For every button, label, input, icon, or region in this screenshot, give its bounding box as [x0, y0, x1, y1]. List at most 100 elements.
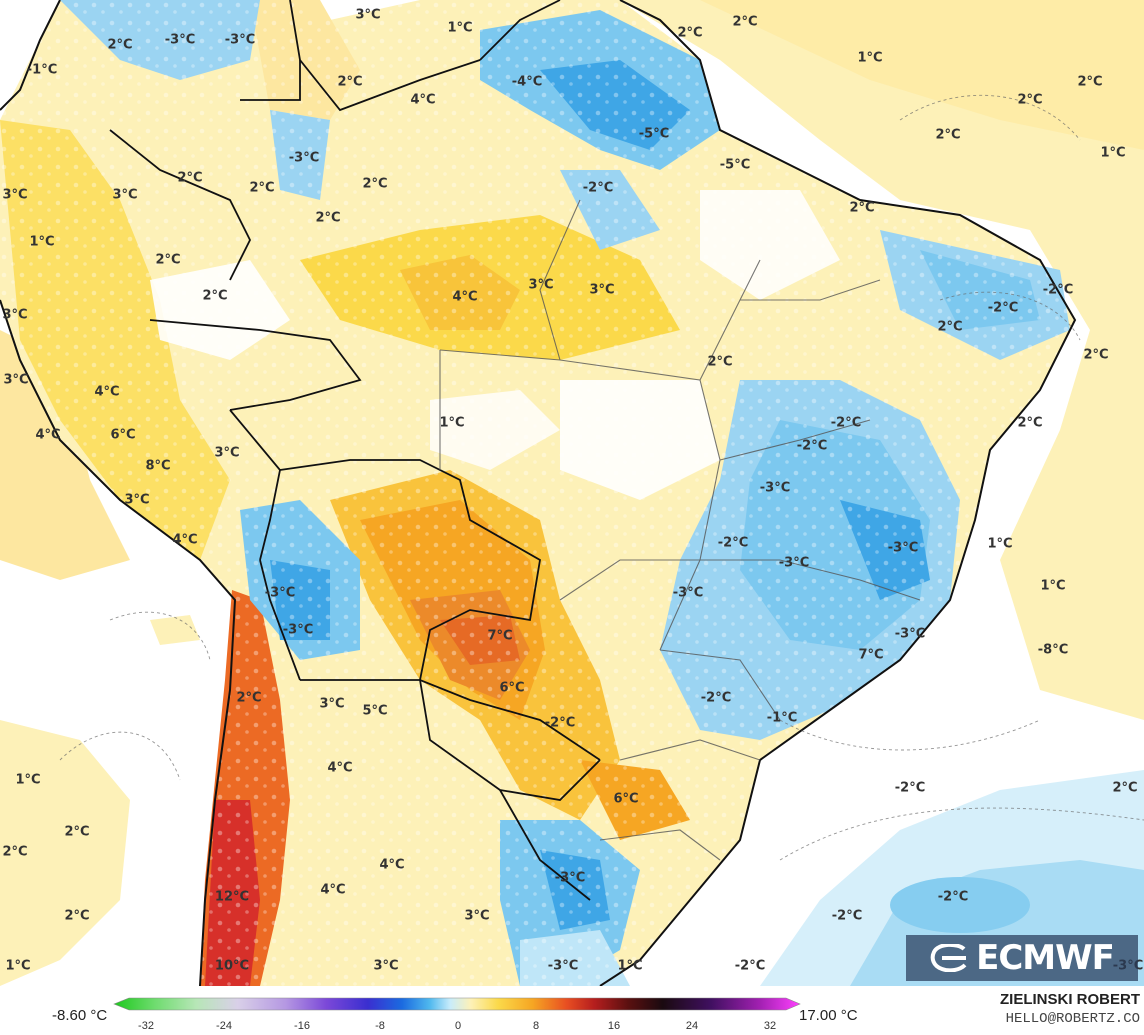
contour-label: -2°C: [894, 780, 926, 796]
contour-label: 1°C: [987, 536, 1013, 552]
contour-label: -1°C: [766, 710, 798, 726]
contour-label: 4°C: [35, 427, 61, 443]
contour-label: 1°C: [1100, 145, 1126, 161]
contour-label: 2°C: [236, 690, 262, 706]
contour-label: -3°C: [164, 32, 196, 48]
contour-label: -3°C: [672, 585, 704, 601]
contour-label: -2°C: [1042, 282, 1074, 298]
contour-label: 4°C: [172, 532, 198, 548]
contour-label: -3°C: [887, 540, 919, 556]
contour-label: -8°C: [1037, 642, 1069, 658]
contour-label: 4°C: [452, 289, 478, 305]
contour-label: 6°C: [499, 680, 525, 696]
legend-tick-label: -8: [375, 1020, 385, 1032]
legend-tick-label: -32: [138, 1020, 154, 1032]
contour-label: 2°C: [1017, 92, 1043, 108]
contour-label: 2°C: [1083, 347, 1109, 363]
contour-label: 2°C: [177, 170, 203, 186]
contour-label: -3°C: [554, 870, 586, 886]
contour-label: -3°C: [894, 626, 926, 642]
contour-label: 12°C: [214, 889, 250, 905]
contour-label: 3°C: [464, 908, 490, 924]
contour-label: 2°C: [937, 319, 963, 335]
contour-label: 1°C: [5, 958, 31, 974]
contour-label: -2°C: [700, 690, 732, 706]
contour-label: 1°C: [447, 20, 473, 36]
contour-label: 10°C: [214, 958, 250, 974]
legend-max-label: 17.00 °C: [799, 1007, 858, 1024]
contour-label: 1°C: [617, 958, 643, 974]
contour-label: 2°C: [707, 354, 733, 370]
legend-tick-label: 0: [454, 1020, 462, 1032]
contour-label: 2°C: [1112, 780, 1138, 796]
contour-label: 1°C: [857, 50, 883, 66]
contour-label: -4°C: [511, 74, 543, 90]
contour-label: -2°C: [582, 180, 614, 196]
contour-label: 3°C: [589, 282, 615, 298]
legend: [0, 986, 1144, 1035]
contour-label: 2°C: [107, 37, 133, 53]
contour-label: 7°C: [487, 628, 513, 644]
contour-label: -3°C: [759, 480, 791, 496]
contour-label: -2°C: [987, 300, 1019, 316]
contour-label: -5°C: [638, 126, 670, 142]
contour-label: -2°C: [831, 908, 863, 924]
contour-label: 5°C: [362, 703, 388, 719]
contour-label: 3°C: [319, 696, 345, 712]
contour-label: 2°C: [362, 176, 388, 192]
contour-label: 2°C: [249, 180, 275, 196]
contour-label: -3°C: [264, 585, 296, 601]
contour-label: -3°C: [288, 150, 320, 166]
contour-label: 7°C: [858, 647, 884, 663]
contour-label: 2°C: [337, 74, 363, 90]
ecmwf-logo: ECMWF: [906, 935, 1138, 981]
ecmwf-logo-text: ECMWF: [976, 938, 1115, 978]
contour-label: -5°C: [719, 157, 751, 173]
contour-label: 4°C: [94, 384, 120, 400]
contour-label: -3°C: [282, 622, 314, 638]
contour-label: -3°C: [224, 32, 256, 48]
contour-label: -2°C: [544, 715, 576, 731]
contour-label: 2°C: [732, 14, 758, 30]
legend-tick-label: -24: [216, 1020, 232, 1032]
contour-label: 4°C: [327, 760, 353, 776]
contour-label: -3°C: [778, 555, 810, 571]
contour-label: 3°C: [2, 307, 28, 323]
temperature-anomaly-map: [0, 0, 1144, 986]
ecmwf-logo-mark-icon: [930, 944, 967, 972]
contour-label: 3°C: [112, 187, 138, 203]
contour-label: 2°C: [1077, 74, 1103, 90]
legend-tick-label: 16: [607, 1020, 621, 1032]
contour-label: 2°C: [64, 824, 90, 840]
author-email: HELLO@ROBERTZ.CO: [1005, 1011, 1140, 1027]
contour-label: 8°C: [145, 458, 171, 474]
contour-label: 3°C: [355, 7, 381, 23]
contour-label: -2°C: [734, 958, 766, 974]
contour-label: -2°C: [796, 438, 828, 454]
contour-label: -2°C: [717, 535, 749, 551]
contour-label: 2°C: [849, 200, 875, 216]
contour-label: 2°C: [315, 210, 341, 226]
contour-label: 1°C: [439, 415, 465, 431]
contour-label: -2°C: [937, 889, 969, 905]
contour-label: -2°C: [830, 415, 862, 431]
contour-label: 3°C: [2, 187, 28, 203]
contour-label: 3°C: [124, 492, 150, 508]
contour-label: 2°C: [155, 252, 181, 268]
legend-colorbar: [113, 997, 801, 1011]
contour-label: 2°C: [935, 127, 961, 143]
contour-label: 2°C: [1017, 415, 1043, 431]
contour-label: 1°C: [1040, 578, 1066, 594]
legend-tick-label: 32: [763, 1020, 777, 1032]
legend-tick-label: 24: [685, 1020, 699, 1032]
contour-label: 3°C: [3, 372, 29, 388]
contour-label: 1°C: [15, 772, 41, 788]
legend-tick-label: 8: [532, 1020, 540, 1032]
author-name: ZIELINSKI ROBERT: [999, 991, 1140, 1008]
contour-label: 2°C: [2, 844, 28, 860]
contour-label: 4°C: [410, 92, 436, 108]
contour-label: 6°C: [110, 427, 136, 443]
contour-label: 4°C: [379, 857, 405, 873]
contour-label: 2°C: [202, 288, 228, 304]
contour-label: -1°C: [26, 62, 58, 78]
